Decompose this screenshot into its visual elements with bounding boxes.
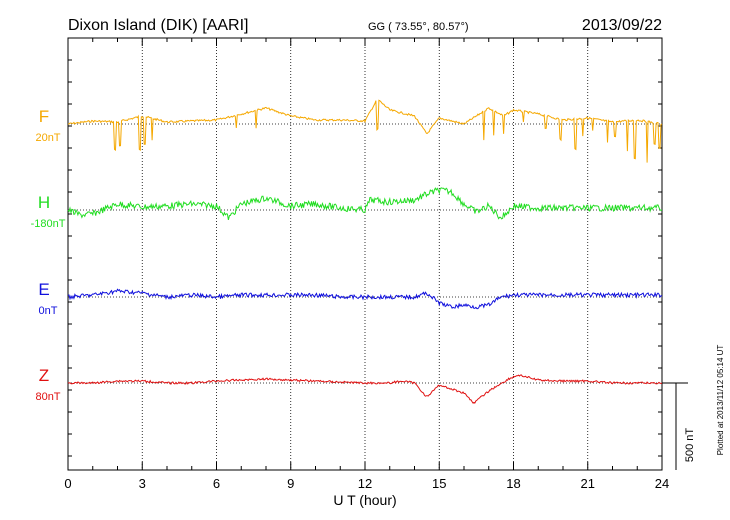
traces — [67, 99, 663, 404]
series-baseline-E: 0nT — [39, 305, 58, 317]
series-name-H: H — [38, 193, 50, 212]
trace-E — [67, 288, 662, 310]
date-label: 2013/09/22 — [582, 17, 662, 34]
series-baseline-H: -180nT — [31, 218, 66, 230]
plotted-timestamp: Plotted at 2013/11/12 05:14 UT — [716, 345, 725, 456]
x-axis-label: U T (hour) — [333, 492, 396, 508]
x-tick-label-18: 18 — [506, 476, 520, 491]
series-name-F: F — [39, 107, 49, 126]
series-baseline-Z: 80nT — [35, 391, 60, 403]
scale-bar: 500 nT — [662, 382, 696, 470]
x-tick-label-24: 24 — [655, 476, 669, 491]
trace-F — [68, 99, 663, 163]
station-title: Dixon Island (DIK) [AARI] — [68, 17, 249, 34]
series-baseline-F: 20nT — [35, 132, 60, 144]
x-tick-label-21: 21 — [581, 476, 595, 491]
coordinates-label: GG ( 73.55°, 80.57°) — [368, 21, 469, 33]
x-tick-label-12: 12 — [358, 476, 372, 491]
series-labels: F 20nT H -180nT E 0nT Z 80nT — [31, 107, 66, 403]
x-tick-label-0: 0 — [64, 476, 71, 491]
series-name-E: E — [38, 280, 49, 299]
trace-Z — [67, 374, 663, 404]
series-name-Z: Z — [39, 366, 49, 385]
x-tick-label-6: 6 — [213, 476, 220, 491]
grid-lines — [141, 38, 589, 470]
x-tick-label-15: 15 — [432, 476, 446, 491]
trace-H — [67, 187, 663, 221]
x-tick-label-9: 9 — [287, 476, 294, 491]
x-tick-label-3: 3 — [139, 476, 146, 491]
scale-bar-label: 500 nT — [684, 428, 696, 463]
x-ticks: 0 3 6 9 12 15 18 21 24 — [64, 38, 669, 491]
